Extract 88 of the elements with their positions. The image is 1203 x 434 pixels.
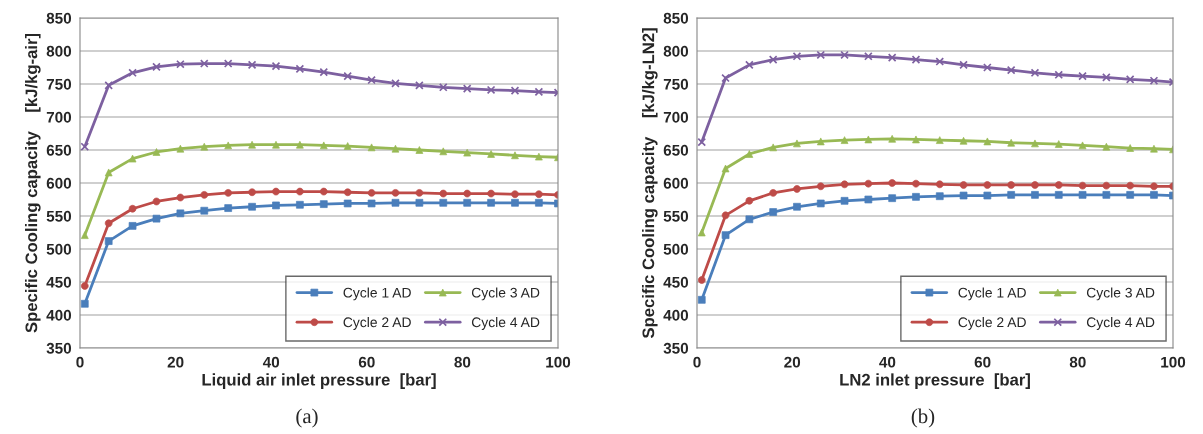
point <box>911 55 921 64</box>
point <box>959 60 968 70</box>
point <box>128 68 137 78</box>
y-tick-label: 650 <box>46 144 72 156</box>
y-tick-label: 800 <box>46 45 72 57</box>
point <box>510 86 520 95</box>
point <box>319 67 329 77</box>
point <box>768 55 778 64</box>
y-tick-label: 700 <box>46 111 72 123</box>
y-tick-label: 750 <box>46 78 72 90</box>
y-tick-label: 500 <box>663 243 689 255</box>
legend-label: Cycle 4 AD <box>471 317 540 330</box>
y-tick-label: 600 <box>46 177 72 189</box>
point <box>935 57 945 66</box>
y-tick-label: 400 <box>46 309 72 321</box>
x-tick-label: 60 <box>358 356 375 368</box>
point <box>1006 65 1016 75</box>
y-tick-label: 550 <box>46 210 72 222</box>
legend-label: Cycle 4 AD <box>1086 317 1155 330</box>
x-tick-label: 80 <box>454 356 471 368</box>
x-tick-label: 80 <box>1069 356 1086 368</box>
y-tick-label: 850 <box>46 12 72 24</box>
point <box>983 63 992 72</box>
point <box>792 51 802 61</box>
x-tick-label: 100 <box>546 356 571 368</box>
x-axis-title: LN2 inlet pressure [bar] <box>840 373 1030 389</box>
point <box>745 60 754 70</box>
x-tick-label: 100 <box>1161 356 1186 368</box>
y-tick-label: 500 <box>46 243 72 255</box>
point <box>1054 70 1064 80</box>
y-tick-label: 550 <box>663 210 689 222</box>
point <box>486 85 496 95</box>
point <box>462 84 472 93</box>
y-tick-label: 600 <box>663 177 689 189</box>
point <box>816 50 826 60</box>
y-tick-label: 750 <box>663 78 689 90</box>
y-tick-label: 650 <box>663 144 689 156</box>
x-axis-title: Liquid air inlet pressure [bar] <box>202 373 436 389</box>
point <box>887 53 897 62</box>
point <box>199 59 209 68</box>
point <box>104 81 113 90</box>
y-tick-label: 400 <box>663 309 689 321</box>
x-tick-label: 0 <box>76 356 84 368</box>
x-tick-label: 60 <box>974 356 991 368</box>
legend-label: Cycle 2 AD <box>958 317 1026 330</box>
point <box>343 71 352 81</box>
point <box>271 61 281 71</box>
point <box>534 87 544 97</box>
point <box>697 137 707 147</box>
y-tick-label: 450 <box>46 276 72 288</box>
text: (b) <box>911 408 935 428</box>
point <box>1078 71 1087 81</box>
y-tick-label: 450 <box>663 276 689 288</box>
y-tick-label: 850 <box>663 12 689 24</box>
point <box>176 59 185 69</box>
y-tick-label: 350 <box>46 342 72 354</box>
point <box>1030 68 1040 78</box>
point <box>1102 73 1111 82</box>
y-axis-title: Specific Cooling capacity [kJ/kg-air] <box>25 33 41 333</box>
x-tick-label: 20 <box>784 356 801 368</box>
point <box>80 142 90 152</box>
y-tick-label: 350 <box>663 342 689 354</box>
x-tick-label: 40 <box>879 356 896 368</box>
x-tick-label: 20 <box>167 356 184 368</box>
text: (a) <box>296 408 318 428</box>
x-tick-label: 40 <box>262 356 280 368</box>
point <box>247 60 257 70</box>
point <box>438 82 448 92</box>
legend-label: Cycle 1 AD <box>343 287 411 301</box>
point <box>1125 75 1135 84</box>
point <box>152 62 161 72</box>
legend-label: Cycle 1 AD <box>958 287 1026 301</box>
point <box>721 73 730 83</box>
point <box>864 51 873 61</box>
legend-label: Cycle 2 AD <box>343 317 411 330</box>
point <box>1149 76 1159 86</box>
point <box>840 50 849 60</box>
point <box>415 81 424 90</box>
legend-label: Cycle 3 AD <box>1086 287 1155 301</box>
y-tick-label: 700 <box>663 111 689 123</box>
y-axis-title: Specific Cooling capacity [kJ/kg-LN2] <box>642 28 658 339</box>
point <box>295 64 305 74</box>
x-tick-label: 0 <box>693 356 701 368</box>
point <box>223 59 233 68</box>
point <box>367 75 376 85</box>
y-tick-label: 800 <box>663 45 689 57</box>
legend-label: Cycle 3 AD <box>471 287 540 301</box>
point <box>391 79 400 88</box>
